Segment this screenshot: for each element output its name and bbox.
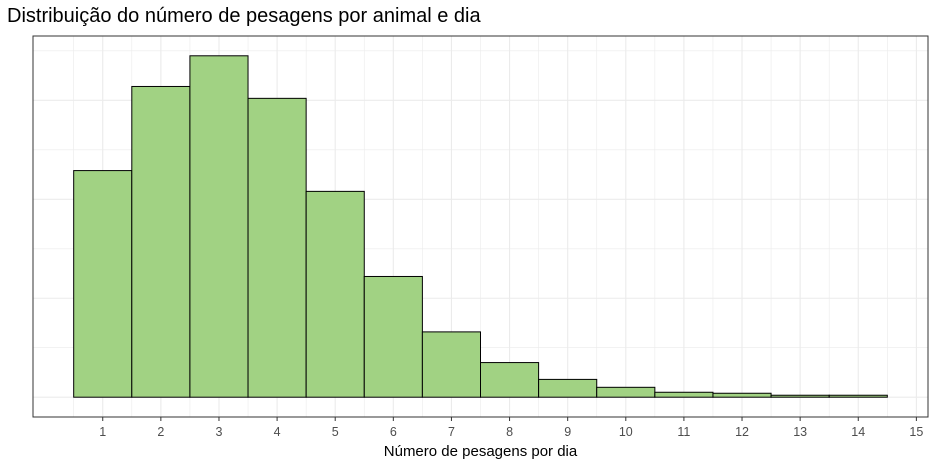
x-tick-label: 13	[793, 425, 807, 439]
histogram-bar	[363, 275, 423, 398]
x-axis-title: Número de pesagens por dia	[384, 443, 578, 460]
x-tick-label: 11	[677, 425, 690, 439]
histogram-bars	[73, 55, 888, 398]
x-tick-label: 1	[99, 425, 106, 439]
x-tick-label: 10	[619, 425, 633, 439]
x-axis-ticks: 1 2 3 4 5 6 7 8 9 10 11 12 13 14 15	[99, 417, 923, 439]
x-tick-label: 4	[274, 425, 281, 439]
x-tick-label: 9	[564, 425, 571, 439]
chart-title: Distribuição do número de pesagens por a…	[7, 5, 481, 27]
histogram-bar	[131, 85, 191, 398]
x-tick-label: 6	[390, 425, 397, 439]
histogram-bar	[247, 97, 307, 398]
histogram-bar	[654, 391, 714, 398]
panel-border	[32, 35, 929, 418]
histogram-bar	[770, 394, 830, 398]
histogram-bar	[712, 392, 772, 398]
histogram-bar	[189, 55, 249, 398]
x-tick-label: 2	[157, 425, 164, 439]
x-tick-label: 15	[909, 425, 923, 439]
x-tick-label: 7	[448, 425, 455, 439]
x-tick-label: 12	[735, 425, 749, 439]
x-tick-label: 3	[215, 425, 222, 439]
histogram-bar	[73, 170, 133, 398]
histogram-bar	[538, 378, 598, 398]
histogram-bar	[480, 362, 540, 398]
x-tick-label: 14	[851, 425, 865, 439]
x-tick-label: 5	[332, 425, 339, 439]
histogram-bar	[421, 331, 481, 398]
histogram-bar	[828, 394, 888, 398]
x-tick-label: 8	[506, 425, 513, 439]
histogram-bar	[596, 386, 656, 398]
histogram-bar	[305, 190, 365, 398]
